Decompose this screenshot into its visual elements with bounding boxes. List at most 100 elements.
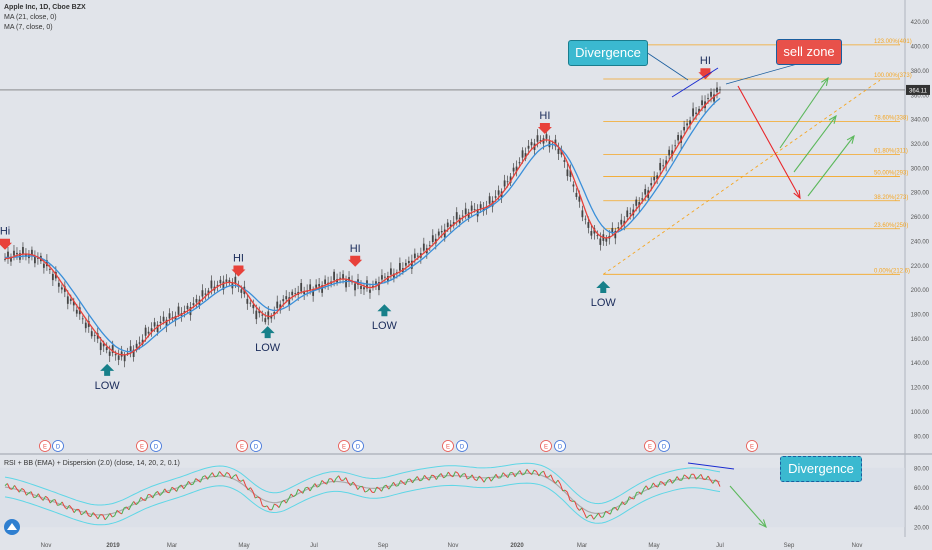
candle-body (108, 351, 111, 356)
rsi-line-segment (526, 469, 530, 473)
candle-body (312, 288, 315, 296)
rsi-line-segment (235, 474, 240, 481)
candle-body (141, 339, 144, 345)
rsi-line-segment (278, 502, 282, 508)
rsi-line-segment (698, 473, 702, 478)
candle-body (506, 181, 509, 183)
candle-body (539, 140, 542, 141)
candle-body (407, 260, 410, 264)
rsi-line-segment (242, 479, 247, 487)
rsi-line-segment (619, 501, 623, 506)
rsi-line-segment (416, 476, 421, 482)
logo-mark (7, 523, 17, 530)
candle-body (207, 290, 210, 295)
rsi-line-segment (452, 471, 456, 477)
candle-body (384, 276, 386, 278)
candle-body (689, 120, 691, 125)
earnings-marker-label: D (356, 445, 361, 451)
candle-body (575, 192, 578, 197)
rsi-line-segment (543, 470, 547, 478)
candle-body (195, 298, 198, 303)
earnings-marker-label: E (648, 445, 652, 451)
rsi-line-segment (376, 486, 380, 489)
candle-body (309, 284, 312, 290)
rsi-line-segment (6, 483, 11, 489)
candle-body (81, 318, 84, 320)
candle-body (524, 153, 527, 159)
rsi-line-segment (595, 512, 599, 517)
rsi-line-segment (138, 497, 142, 503)
rsi-line-segment (195, 478, 199, 481)
rsi-line-segment (660, 481, 664, 484)
candle-body (449, 224, 452, 227)
fib-level-label: 78.60%(338) (874, 116, 908, 122)
candle-body (300, 283, 303, 292)
fib-level-label: 50.00%(293) (874, 170, 908, 176)
price-tick-label: 300.00 (911, 166, 930, 172)
rsi-line-segment (288, 493, 292, 500)
candle-body (587, 222, 590, 228)
candle-body (503, 180, 506, 187)
rsi-panel-label: RSI + BB (EMA) + Dispersion (2.0) (close… (4, 460, 180, 467)
rsi-projection-arrow (729, 485, 767, 528)
candle-body (665, 160, 668, 166)
rsi-line-segment (45, 495, 49, 499)
candle-body (285, 296, 288, 300)
rsi-line-segment (626, 496, 630, 503)
earnings-marker-icon (442, 440, 454, 452)
rsi-line-segment (476, 475, 480, 481)
earnings-marker-icon (658, 440, 670, 452)
candle-body (240, 289, 243, 293)
rsi-line-segment (312, 483, 316, 488)
rsi-line-segment (352, 481, 356, 486)
rsi-line-segment (490, 477, 494, 482)
rsi-line-segment (488, 476, 492, 482)
candle-body (611, 227, 614, 234)
candle-body (273, 311, 276, 315)
rsi-line-segment (338, 475, 342, 481)
candle-body (578, 196, 581, 202)
candle-body (87, 321, 90, 327)
divergence-callout-top: Divergence (568, 40, 648, 66)
rsi-line-segment (23, 489, 27, 496)
x-tick-label: Mar (577, 543, 587, 549)
rsi-line-segment (381, 486, 385, 492)
rsi-line-segment (357, 486, 361, 490)
candle-body (303, 290, 306, 295)
rsi-line-segment (467, 477, 470, 480)
candle-body (288, 297, 291, 306)
rsi-line-segment (133, 501, 137, 506)
rsi-line-segment (455, 471, 459, 474)
rsi-line-segment (228, 473, 232, 479)
rsi-line-segment (30, 491, 35, 498)
rsi-line-segment (135, 502, 139, 506)
rsi-line-segment (262, 505, 265, 508)
candle-body (234, 276, 237, 285)
candle-body (339, 277, 341, 279)
rsi-line-segment (469, 474, 473, 479)
rsi-line-segment (586, 515, 590, 519)
rsi-line-segment (173, 488, 177, 492)
rsi-line-segment (245, 485, 249, 491)
candle-body (686, 123, 688, 126)
candle-body (605, 238, 608, 242)
rsi-line-segment (559, 483, 564, 492)
rsi-line-segment (71, 507, 75, 513)
rsi-line-segment (397, 480, 402, 486)
rsi-line-segment (26, 492, 30, 496)
candle-body (617, 227, 620, 229)
rsi-line-segment (221, 474, 225, 477)
candle-body (695, 112, 697, 114)
rsi-line-segment (64, 506, 68, 510)
candle-body (620, 219, 623, 225)
callout-pointer (645, 51, 689, 81)
candle-body (596, 235, 599, 237)
rsi-line-segment (536, 471, 540, 477)
candle-body (404, 262, 407, 266)
candle-body (132, 349, 135, 357)
rsi-line-segment (514, 473, 518, 478)
rsi-line-segment (364, 490, 368, 493)
price-tick-label: 160.00 (911, 337, 930, 343)
ma7-label: MA (7, close, 0) (4, 24, 53, 31)
rsi-line-segment (57, 504, 60, 506)
